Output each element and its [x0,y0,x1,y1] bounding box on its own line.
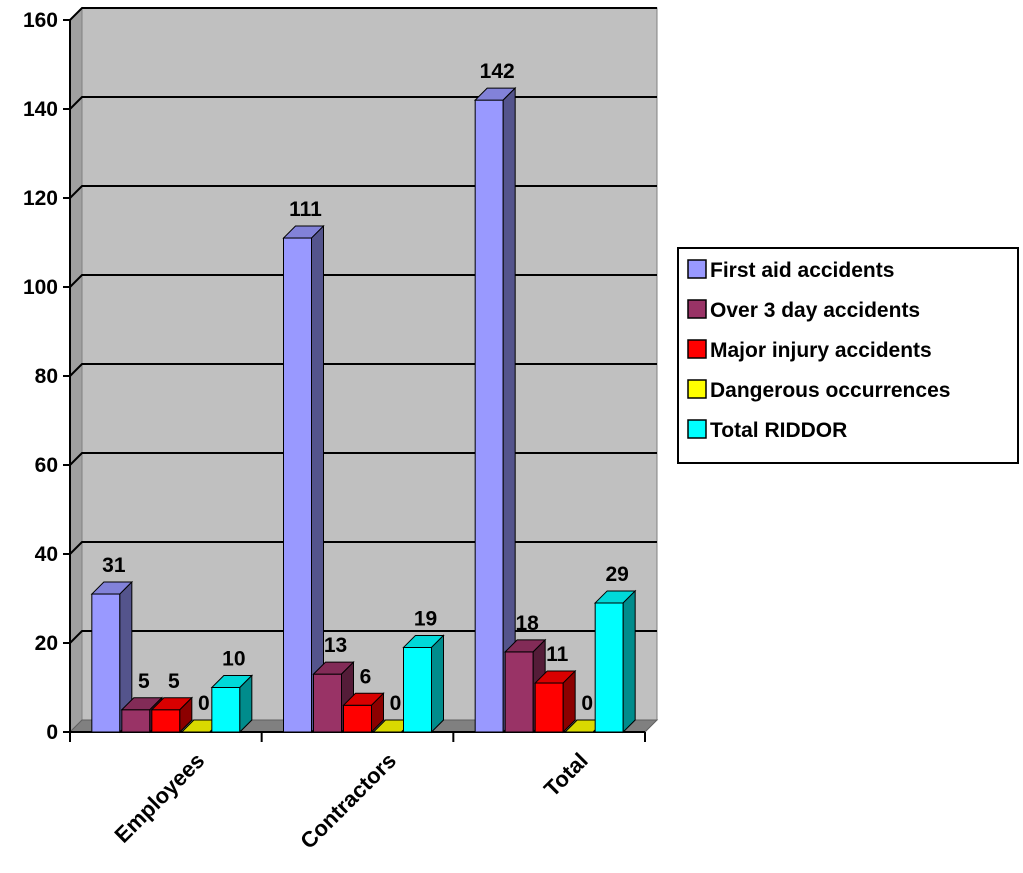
bar-side [311,224,324,734]
data-label: 18 [515,612,539,635]
chart-walls [68,6,659,734]
bar-front [534,682,564,733]
bar [533,669,577,734]
y-tick-label: 0 [46,721,58,744]
bar [210,674,254,734]
bar-side [502,86,516,734]
category-label: Total [539,748,593,802]
legend-label: First aid accidents [710,259,894,282]
bar-side [239,674,253,734]
category-labels: Employees Contractors Total [110,748,593,854]
bar [282,224,325,734]
bar-front [594,602,624,733]
bar [150,696,194,734]
gridline [69,7,657,21]
bar [90,580,134,734]
legend-label: Dangerous occurrences [710,379,950,402]
bar-side [179,696,193,734]
bar-front [343,704,372,733]
legend-swatch [687,419,707,439]
data-label: 13 [324,634,347,657]
bar-front [121,709,151,733]
gridline [69,630,657,644]
bar [402,634,445,734]
bar-side [371,692,384,734]
y-tick-label: 160 [23,9,58,32]
data-label: 29 [605,563,628,586]
y-tick-label: 100 [23,276,58,299]
data-label: 0 [198,692,210,715]
data-label: 10 [222,648,245,671]
data-label: 111 [289,198,322,221]
gridline [69,96,657,110]
legend-swatch [687,379,707,399]
gridline [69,452,657,466]
legend-label: Major injury accidents [710,339,932,362]
bar-front [504,651,534,733]
legend-box [677,247,1019,464]
y-tick-label: 80 [35,365,58,388]
data-label: 19 [414,607,437,630]
gridlines [69,7,657,644]
data-label: 11 [546,643,569,666]
data-label: 5 [168,670,180,693]
bar-side [562,669,576,734]
gridline [69,541,657,555]
legend-label: Over 3 day accidents [710,299,920,322]
bar-front [283,237,312,733]
data-label: 5 [138,670,150,693]
bar-front [151,709,181,733]
gridline [69,185,657,199]
bar-front [313,673,342,733]
data-label: 31 [102,554,126,577]
bar-front [91,593,121,733]
y-tick-label: 140 [23,98,58,121]
category-label: Contractors [295,748,401,854]
gridline [69,274,657,288]
y-axis-ticks: 0 20 40 60 80 100 120 140 160 [23,9,70,744]
legend: First aid accidents Over 3 day accidents M… [677,247,1019,464]
bar [593,589,637,734]
bar-front [211,687,241,733]
legend-swatch [687,259,707,279]
legend-swatch [687,339,707,359]
y-tick-label: 120 [23,187,58,210]
data-label: 142 [480,60,515,83]
bars [90,86,637,734]
data-label: 0 [390,692,402,715]
category-label: Employees [110,748,210,848]
bar [473,86,517,734]
gridline [69,363,657,377]
data-label: 6 [360,665,372,688]
bar-front [403,646,432,733]
data-label: 0 [581,692,593,715]
bar-side [622,589,636,734]
bar-front [474,99,504,733]
bar-side [431,634,444,734]
y-tick-label: 20 [35,632,58,655]
y-tick-label: 40 [35,543,58,566]
legend-swatch [687,299,707,319]
bar [342,692,385,734]
legend-label: Total RIDDOR [710,419,847,442]
y-tick-label: 60 [35,454,58,477]
